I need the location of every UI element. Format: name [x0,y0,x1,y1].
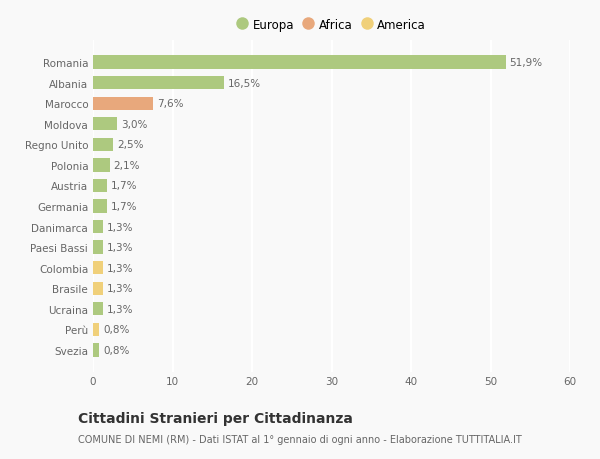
Bar [93,302,103,316]
Bar [93,138,113,151]
Bar [93,262,103,275]
Text: Cittadini Stranieri per Cittadinanza: Cittadini Stranieri per Cittadinanza [78,411,353,425]
Bar [93,282,103,295]
Text: 51,9%: 51,9% [509,58,543,68]
Text: 1,7%: 1,7% [110,202,137,212]
Text: COMUNE DI NEMI (RM) - Dati ISTAT al 1° gennaio di ogni anno - Elaborazione TUTTI: COMUNE DI NEMI (RM) - Dati ISTAT al 1° g… [78,434,522,444]
Text: 3,0%: 3,0% [121,119,147,129]
Text: 1,3%: 1,3% [107,222,134,232]
Text: 1,3%: 1,3% [107,242,134,252]
Text: 0,8%: 0,8% [103,325,130,335]
Bar [93,56,506,70]
Text: 7,6%: 7,6% [157,99,184,109]
Text: 1,3%: 1,3% [107,263,134,273]
Bar [93,323,100,336]
Text: 16,5%: 16,5% [228,78,261,89]
Bar [93,159,110,172]
Text: 1,3%: 1,3% [107,304,134,314]
Bar [93,179,107,193]
Legend: Europa, Africa, America: Europa, Africa, America [232,14,431,37]
Text: 1,3%: 1,3% [107,284,134,294]
Text: 2,1%: 2,1% [113,161,140,171]
Bar [93,118,117,131]
Bar [93,97,154,111]
Bar [93,200,107,213]
Bar [93,220,103,234]
Bar [93,343,100,357]
Text: 1,7%: 1,7% [110,181,137,191]
Bar [93,77,224,90]
Text: 0,8%: 0,8% [103,345,130,355]
Text: 2,5%: 2,5% [117,140,143,150]
Bar [93,241,103,254]
